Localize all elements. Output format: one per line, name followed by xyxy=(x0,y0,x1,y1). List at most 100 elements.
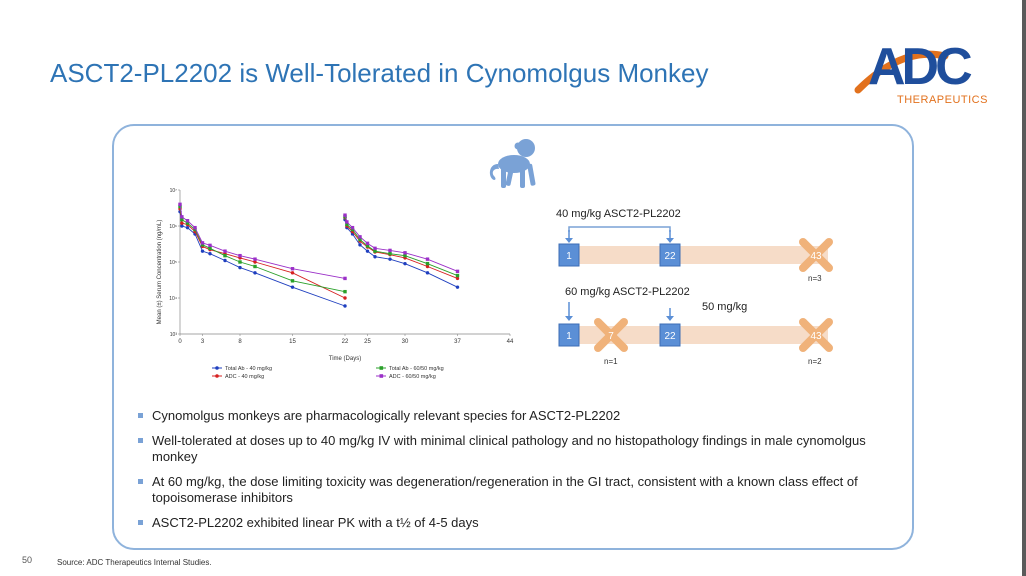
chart-point xyxy=(290,279,295,283)
chart-point xyxy=(373,249,377,253)
legend-adc-60-50: ADC - 60/50 mg/kg xyxy=(389,374,436,380)
logo-text: ADC xyxy=(868,38,972,96)
chart-point xyxy=(425,271,430,275)
logo-subtext: THERAPEUTICS xyxy=(897,94,988,106)
bullet-item: Well-tolerated at doses up to 40 mg/kg I… xyxy=(138,433,878,465)
chart-point xyxy=(425,261,430,266)
group2-second-dose-label: 50 mg/kg xyxy=(702,301,748,313)
slide-edge-strip xyxy=(1022,0,1026,576)
chart-series-3 xyxy=(178,202,460,281)
group1-day22: 22 xyxy=(664,251,676,262)
chart-point xyxy=(425,264,430,269)
chart-point xyxy=(208,252,212,256)
chart-point xyxy=(365,241,370,246)
group2-day43: 43 xyxy=(810,331,822,342)
chart-point xyxy=(185,219,190,223)
chart-series-line xyxy=(344,219,458,288)
chart-xlabel: Time (Days) xyxy=(329,356,361,362)
chart-point xyxy=(403,251,407,255)
legend-adc-40: ADC - 40 mg/kg xyxy=(225,374,264,380)
chart-legend: Total Ab - 40 mg/kg ADC - 40 mg/kg Total… xyxy=(212,366,444,380)
bullet-item: Cynomolgus monkeys are pharmacologically… xyxy=(138,408,878,424)
chart-ylabel: Mean (±) Serum Concentration (ng/mL) xyxy=(157,220,163,325)
source-note: Source: ADC Therapeutics Internal Studie… xyxy=(57,558,212,567)
group2-n-label-2: n=2 xyxy=(808,357,822,366)
slide-title: ASCT2-PL2202 is Well-Tolerated in Cynomo… xyxy=(50,58,709,88)
chart-point xyxy=(425,257,430,261)
chart-y-tick-label: 10⁷ xyxy=(170,188,178,194)
chart-point xyxy=(343,276,347,281)
chart-point xyxy=(185,221,190,225)
chart-point xyxy=(178,202,182,207)
chart-point xyxy=(208,246,212,251)
chart-point xyxy=(388,248,392,253)
chart-series-line xyxy=(179,208,346,299)
chart-series-2 xyxy=(178,204,460,294)
group1-day22-box xyxy=(659,243,681,267)
chart-point xyxy=(185,225,190,230)
chart-point xyxy=(345,222,349,227)
chart-y-tick-label: 10⁵ xyxy=(169,260,177,266)
chart-point xyxy=(200,243,205,247)
chart-y-tick-label: 10³ xyxy=(170,332,178,338)
chart-point xyxy=(223,258,227,263)
chart-point xyxy=(358,237,362,242)
chart-point xyxy=(455,276,460,281)
chart-point xyxy=(193,225,197,230)
chart-point xyxy=(365,249,370,253)
chart-point xyxy=(403,261,407,266)
chart-point xyxy=(200,241,205,245)
group2-n-label-1: n=1 xyxy=(604,357,618,366)
chart-x-tick-label: 44 xyxy=(507,339,514,345)
chart-point xyxy=(223,253,227,258)
content-panel xyxy=(112,124,914,550)
group1-cross-icon xyxy=(799,238,833,272)
chart-point xyxy=(388,252,392,256)
bullet-item: ASCT2-PL2202 exhibited linear PK with a … xyxy=(138,515,878,531)
group1-n-label: n=3 xyxy=(808,274,822,283)
chart-point xyxy=(358,243,362,247)
legend-total-ab-40: Total Ab - 40 mg/kg xyxy=(225,366,272,372)
chart-point xyxy=(238,260,242,264)
legend-total-ab-60-50: Total Ab - 60/50 mg/kg xyxy=(389,366,444,372)
timeline-group1: 1 22 43 xyxy=(558,226,833,272)
chart-point xyxy=(455,269,460,274)
chart-series xyxy=(178,202,460,308)
chart-series-line xyxy=(179,204,346,279)
chart-point xyxy=(350,225,355,230)
chart-point xyxy=(358,235,362,239)
group2-cross-icon-day7 xyxy=(594,318,628,352)
chart-point xyxy=(388,257,392,261)
chart-series-0 xyxy=(178,209,460,308)
group1-dose-label: 40 mg/kg ASCT2-PL2202 xyxy=(556,208,681,220)
group2-day1-box xyxy=(558,323,580,347)
group1-day43: 43 xyxy=(810,251,822,262)
chart-x-tick-label: 22 xyxy=(342,339,349,345)
chart-x-tick-label: 8 xyxy=(238,339,242,345)
chart-point xyxy=(238,253,242,258)
chart-point xyxy=(290,267,295,271)
chart-point xyxy=(180,221,184,225)
chart-point xyxy=(350,227,355,232)
adc-logo: ADC xyxy=(854,38,976,96)
chart-y-tick-label: 10⁴ xyxy=(169,296,177,302)
chart-point xyxy=(290,271,295,275)
chart-point xyxy=(455,273,460,278)
chart-point xyxy=(373,246,377,251)
chart-y-tick-label: 10⁶ xyxy=(169,224,177,230)
chart-x-tick-label: 25 xyxy=(364,339,371,345)
group1-day1-box xyxy=(558,243,580,267)
chart-point xyxy=(193,227,197,232)
chart-point xyxy=(373,255,377,259)
chart-series-line xyxy=(179,206,346,293)
chart-point xyxy=(343,304,347,308)
group2-dose-label: 60 mg/kg ASCT2-PL2202 xyxy=(565,286,690,298)
chart-point xyxy=(365,244,370,248)
group2-day22: 22 xyxy=(664,331,676,342)
chart-point xyxy=(343,296,347,300)
chart-point xyxy=(343,289,347,294)
chart-point xyxy=(223,249,227,253)
chart-series-line xyxy=(344,217,458,279)
